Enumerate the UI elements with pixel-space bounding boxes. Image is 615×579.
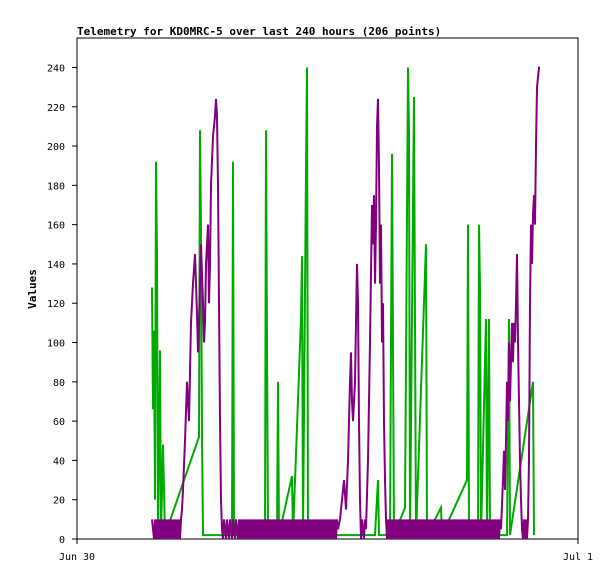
y-tick-label: 140	[47, 260, 65, 271]
y-axis: 0 20 40 60 80 100 120 140 160 180 200 220 240	[47, 63, 77, 546]
y-axis-label: Values	[26, 269, 39, 309]
y-tick-label: 240	[47, 63, 65, 74]
y-tick-label: 0	[59, 535, 65, 546]
chart-title: Telemetry for KD0MRC-5 over last 240 hou…	[77, 25, 441, 38]
x-tick-label: Jul 1	[563, 552, 593, 563]
y-tick-label: 80	[53, 378, 65, 389]
x-axis: Jun 30 Jul 1	[59, 539, 593, 563]
y-tick-label: 220	[47, 103, 65, 114]
y-tick-label: 100	[47, 339, 65, 350]
series-group	[151, 66, 540, 540]
series-line-2	[151, 66, 540, 540]
x-tick-label: Jun 30	[59, 552, 95, 563]
y-tick-label: 160	[47, 221, 65, 232]
series-line-1	[151, 67, 535, 537]
y-tick-label: 60	[53, 417, 65, 428]
y-tick-label: 180	[47, 181, 65, 192]
y-tick-label: 120	[47, 299, 65, 310]
y-tick-label: 200	[47, 142, 65, 153]
y-tick-label: 40	[53, 456, 65, 467]
y-tick-label: 20	[53, 496, 65, 507]
